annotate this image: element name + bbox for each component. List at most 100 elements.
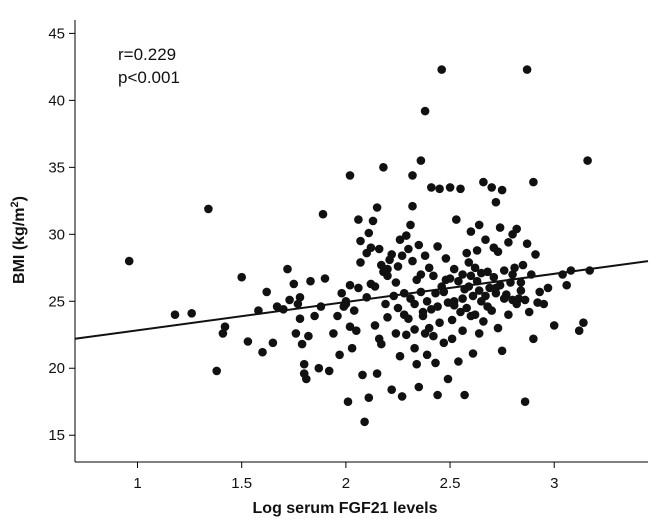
data-point [352, 326, 361, 336]
data-point [433, 242, 442, 251]
data-point [372, 203, 382, 212]
data-point [283, 264, 292, 274]
data-point [402, 330, 411, 340]
data-point [343, 397, 353, 407]
data-point [397, 392, 407, 401]
data-point [410, 299, 419, 309]
data-point [320, 274, 330, 283]
data-point [539, 299, 549, 309]
data-point [374, 244, 384, 254]
data-point [424, 323, 434, 333]
data-point [479, 177, 488, 187]
data-point [291, 329, 301, 338]
data-point [433, 390, 442, 400]
y-axis-title-tail: ) [11, 196, 28, 201]
data-point [516, 286, 526, 295]
data-point [262, 287, 272, 297]
data-point [583, 156, 592, 165]
data-point [387, 385, 397, 395]
data-point [395, 351, 405, 361]
data-point [468, 349, 478, 358]
data-point [447, 334, 457, 344]
data-point [499, 266, 509, 275]
data-point [529, 334, 538, 344]
data-point [518, 260, 528, 270]
y-axis-title-superscript: 2 [9, 201, 21, 207]
data-point [297, 339, 307, 349]
data-point [508, 270, 517, 279]
data-point [466, 227, 476, 236]
correlation-label: r=0.229 [118, 45, 176, 64]
data-point [366, 243, 376, 252]
data-point [408, 256, 417, 266]
data-point [404, 244, 413, 254]
x-tick-label: 1.5 [231, 475, 252, 492]
data-point [408, 171, 417, 180]
data-point [491, 283, 501, 293]
data-point [585, 266, 594, 275]
data-point [345, 322, 355, 332]
data-point [397, 251, 407, 260]
data-point [406, 220, 415, 230]
data-point [368, 216, 378, 226]
data-point [364, 228, 374, 238]
data-point [489, 272, 499, 282]
data-point [220, 322, 230, 332]
data-point [447, 315, 457, 325]
data-point [335, 350, 344, 360]
data-point [435, 318, 444, 328]
y-axis-title-main: BMI (kg/m [11, 208, 28, 284]
data-point [429, 331, 438, 341]
data-point [427, 183, 436, 192]
y-tick-label: 15 [48, 427, 65, 444]
data-point [487, 183, 497, 192]
data-point [535, 287, 544, 297]
data-point [522, 239, 532, 248]
data-point [295, 314, 305, 324]
data-point [516, 278, 526, 287]
data-point [412, 359, 422, 369]
axes [74, 20, 648, 463]
data-point [370, 282, 380, 291]
data-point [454, 276, 463, 286]
data-point [391, 329, 401, 338]
data-point [483, 267, 492, 277]
x-tick-label: 1 [133, 475, 141, 492]
data-point [437, 65, 447, 74]
data-point [306, 276, 315, 286]
data-point [364, 393, 374, 403]
data-point [124, 256, 134, 266]
y-ticks: 15 20 25 30 35 40 45 [48, 25, 75, 444]
data-point [383, 271, 392, 281]
data-point [381, 299, 390, 309]
data-point [395, 235, 405, 244]
data-point [212, 366, 221, 376]
data-point [460, 390, 469, 400]
data-point [422, 297, 432, 306]
data-point [416, 270, 426, 279]
data-point [431, 358, 440, 368]
data-point [464, 258, 474, 267]
x-tick-label: 2.5 [440, 475, 461, 492]
data-point [354, 283, 363, 293]
data-point [522, 65, 532, 74]
data-point [416, 156, 426, 165]
data-point [358, 370, 367, 380]
data-point [370, 321, 380, 330]
data-point [479, 317, 488, 326]
y-tick-label: 25 [48, 293, 65, 310]
data-point [574, 326, 584, 336]
y-tick-label: 40 [48, 92, 65, 109]
data-point [458, 326, 467, 336]
data-point [439, 338, 449, 348]
data-point [493, 323, 503, 333]
data-point [345, 280, 355, 290]
data-point [289, 279, 299, 289]
data-point [293, 299, 303, 309]
data-point [285, 295, 294, 305]
data-point [410, 343, 419, 353]
data-point [474, 220, 484, 230]
data-point [393, 262, 403, 271]
data-point [520, 295, 530, 305]
data-point [433, 302, 442, 311]
